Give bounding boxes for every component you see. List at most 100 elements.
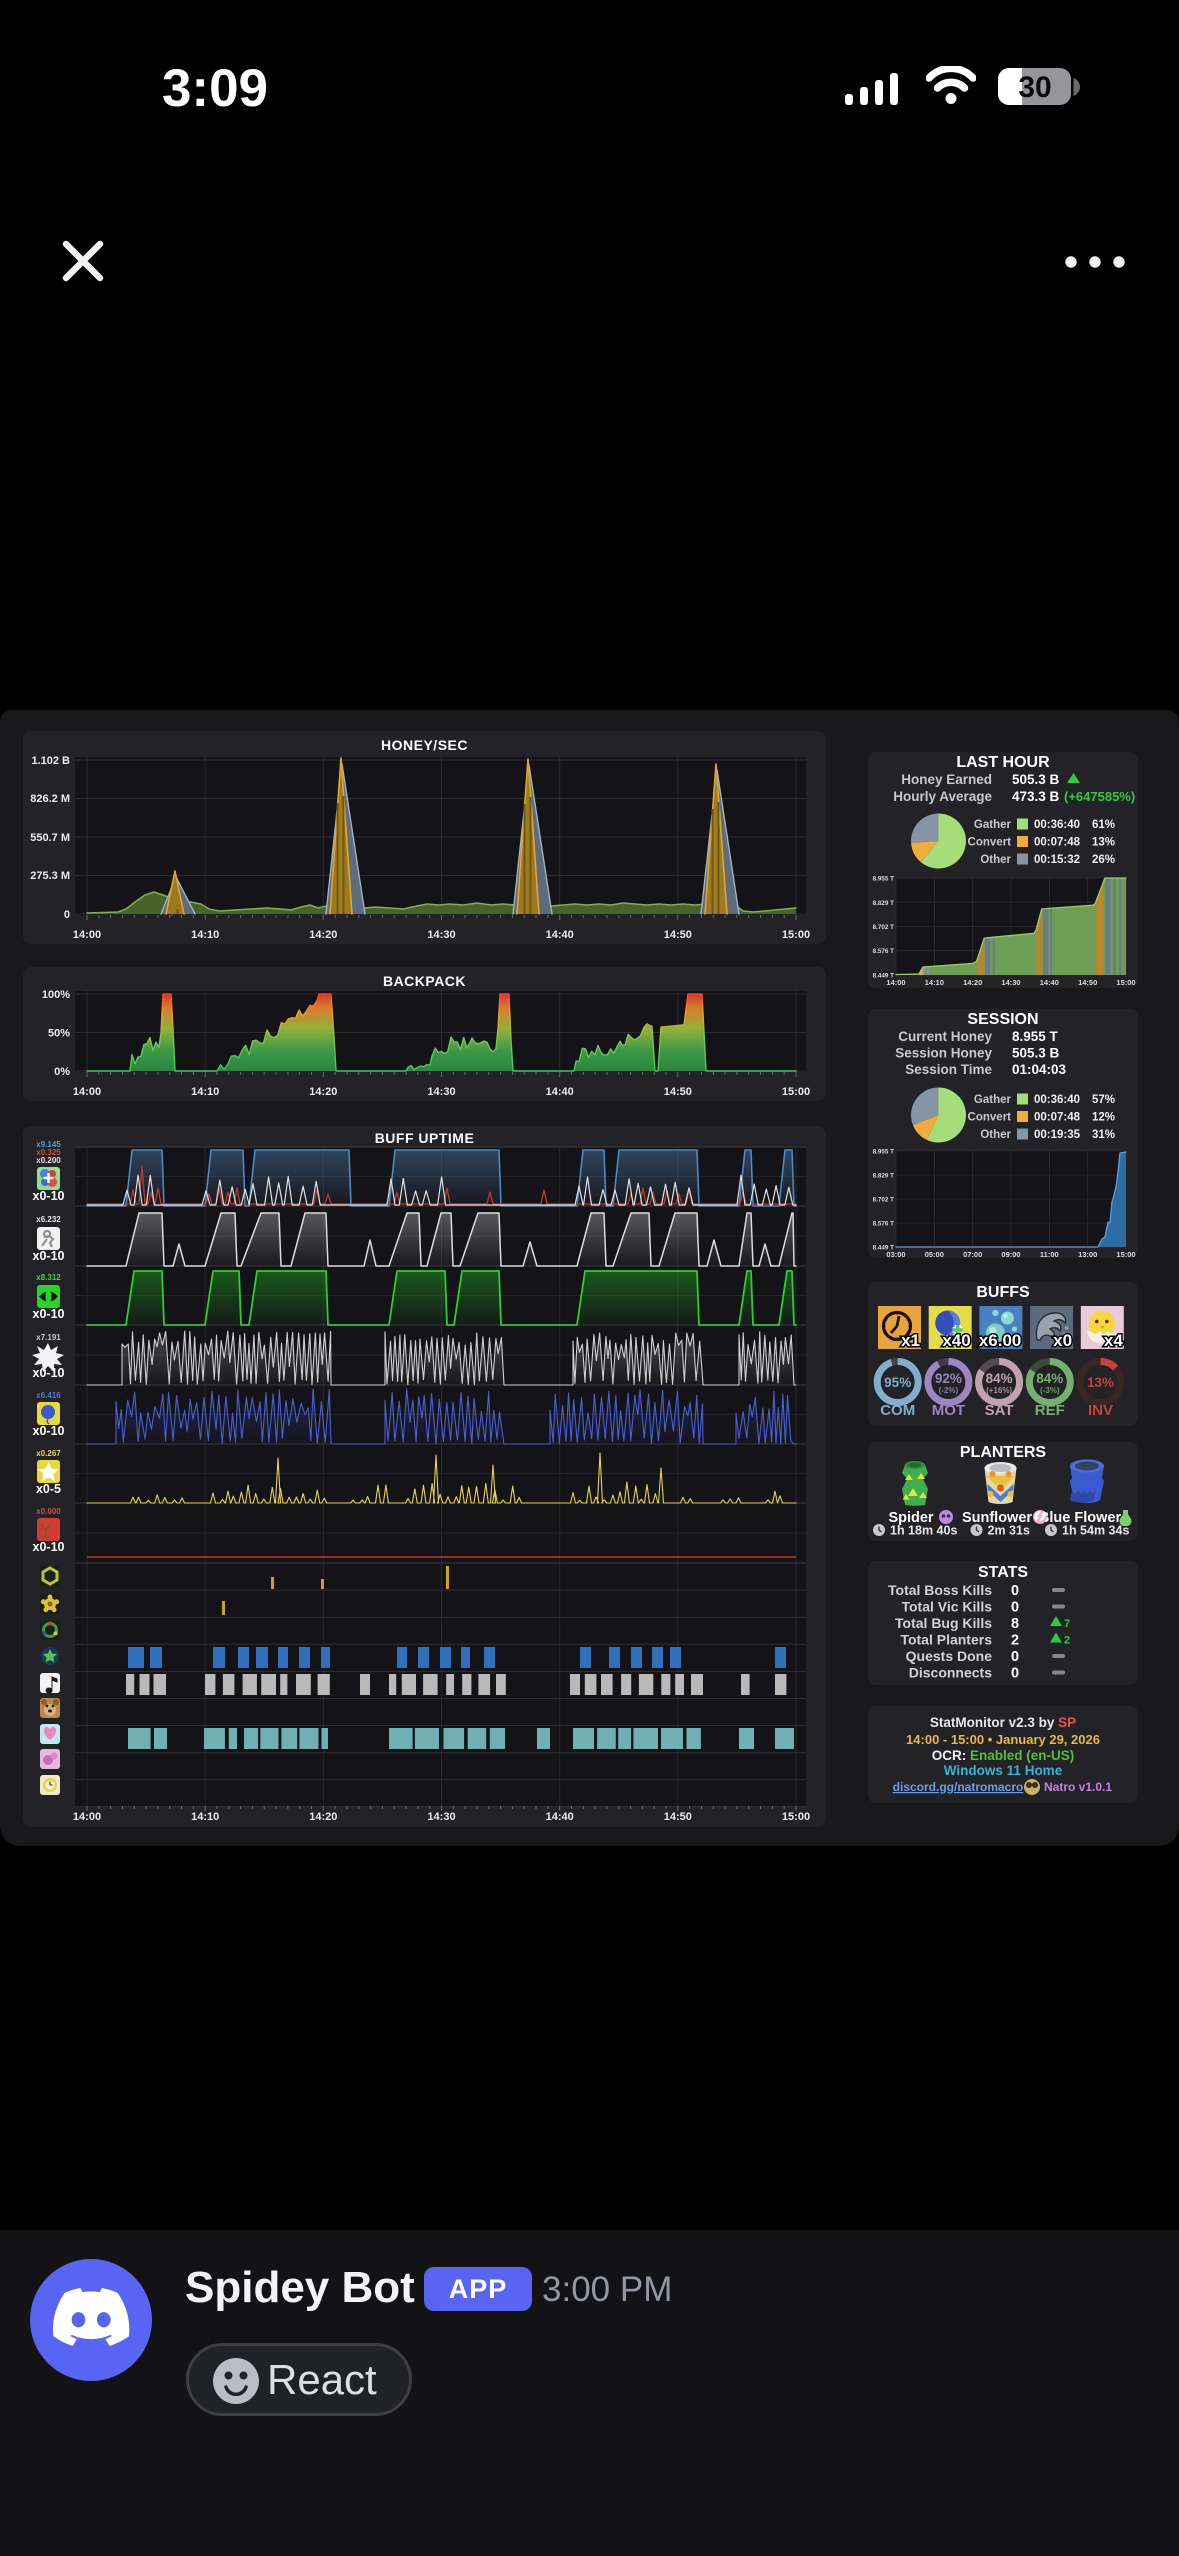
svg-text:Gather: Gather <box>974 1094 1012 1106</box>
svg-text:8.449 T: 8.449 T <box>873 1245 895 1252</box>
svg-text:26%: 26% <box>1092 854 1115 866</box>
svg-text:0%: 0% <box>54 1066 70 1078</box>
svg-text:8.576 T: 8.576 T <box>873 1221 895 1228</box>
svg-text:x0.267: x0.267 <box>36 1449 61 1458</box>
svg-text:Quests Done: Quests Done <box>906 1648 993 1664</box>
svg-text:14:30: 14:30 <box>1001 978 1020 987</box>
svg-text:x0-10: x0-10 <box>33 1366 65 1380</box>
svg-text:(-2%): (-2%) <box>939 1386 959 1395</box>
svg-text:14:30: 14:30 <box>427 1811 455 1823</box>
svg-text:14:40: 14:40 <box>546 929 574 941</box>
svg-text:09:00: 09:00 <box>1001 1250 1020 1258</box>
svg-text:14:40: 14:40 <box>546 1086 574 1098</box>
svg-text:x0-5: x0-5 <box>36 1482 61 1496</box>
svg-text:x0-10: x0-10 <box>33 1540 65 1554</box>
svg-text:15:00: 15:00 <box>1116 978 1135 987</box>
svg-text:8.576 T: 8.576 T <box>873 948 895 955</box>
svg-text:84%: 84% <box>986 1371 1013 1386</box>
svg-text:14:20: 14:20 <box>309 929 337 941</box>
svg-text:8.829 T: 8.829 T <box>873 900 895 907</box>
svg-text:LAST HOUR: LAST HOUR <box>956 754 1050 771</box>
svg-text:8: 8 <box>1011 1616 1019 1632</box>
svg-text:x4: x4 <box>1104 1331 1123 1350</box>
svg-text:00:07:48: 00:07:48 <box>1034 837 1081 849</box>
svg-text:MOT: MOT <box>932 1402 965 1419</box>
svg-text:x0-10: x0-10 <box>33 1424 65 1438</box>
svg-text:12%: 12% <box>1092 1112 1115 1124</box>
svg-text:14:00 - 15:00 • January 29, 20: 14:00 - 15:00 • January 29, 2026 <box>906 1732 1100 1747</box>
svg-text:x0.325: x0.325 <box>36 1148 61 1157</box>
svg-text:826.2 M: 826.2 M <box>30 793 70 805</box>
svg-text:14:50: 14:50 <box>1078 978 1097 987</box>
svg-text:8.955 T: 8.955 T <box>873 876 895 883</box>
svg-text:Total Planters: Total Planters <box>900 1632 992 1648</box>
svg-text:14:50: 14:50 <box>664 1811 692 1823</box>
svg-text:275.3 M: 275.3 M <box>30 870 70 882</box>
svg-text:x6.00: x6.00 <box>979 1331 1022 1350</box>
svg-text:Windows 11 Home: Windows 11 Home <box>944 1763 1063 1778</box>
svg-text:14:30: 14:30 <box>427 1086 455 1098</box>
svg-text:15:00: 15:00 <box>782 1086 810 1098</box>
svg-text:1h 54m 34s: 1h 54m 34s <box>1062 1524 1129 1538</box>
svg-text:15:00: 15:00 <box>782 929 810 941</box>
svg-text:(+16%): (+16%) <box>986 1386 1012 1395</box>
svg-text:30: 30 <box>1018 71 1051 104</box>
svg-text:Convert: Convert <box>968 1112 1012 1124</box>
svg-text:13%: 13% <box>1087 1375 1114 1390</box>
svg-text:x8.312: x8.312 <box>36 1273 61 1282</box>
svg-text:(-3%): (-3%) <box>1040 1386 1060 1395</box>
svg-text:OCR: Enabled (en-US): OCR: Enabled (en-US) <box>932 1748 1075 1763</box>
svg-text:Blue Flower: Blue Flower <box>1039 1510 1122 1526</box>
svg-text:7: 7 <box>1064 1618 1070 1630</box>
svg-text:Gather: Gather <box>974 819 1012 831</box>
svg-text:14:10: 14:10 <box>191 1811 219 1823</box>
svg-text:05:00: 05:00 <box>925 1250 944 1258</box>
svg-text:SAT: SAT <box>985 1402 1014 1419</box>
svg-text:00:07:48: 00:07:48 <box>1034 1112 1081 1124</box>
svg-text:Total Boss Kills: Total Boss Kills <box>888 1582 992 1598</box>
svg-text:00:36:40: 00:36:40 <box>1034 819 1080 831</box>
svg-text:Sunflower: Sunflower <box>962 1510 1032 1526</box>
svg-text:(+647585%): (+647585%) <box>1064 789 1135 804</box>
svg-text:01:04:03: 01:04:03 <box>1012 1062 1067 1077</box>
svg-text:100%: 100% <box>42 989 70 1001</box>
svg-text:1.102 B: 1.102 B <box>31 755 70 767</box>
svg-text:14:30: 14:30 <box>427 929 455 941</box>
svg-text:x40: x40 <box>942 1331 970 1350</box>
svg-text:INV: INV <box>1088 1402 1113 1419</box>
svg-text:13%: 13% <box>1092 837 1115 849</box>
svg-text:Spider: Spider <box>888 1510 933 1526</box>
svg-text:14:10: 14:10 <box>191 1086 219 1098</box>
svg-text:07:00: 07:00 <box>963 1250 982 1258</box>
svg-text:REF: REF <box>1035 1402 1065 1419</box>
svg-text:8.955 T: 8.955 T <box>873 1149 895 1156</box>
svg-text:Current Honey: Current Honey <box>898 1029 992 1044</box>
svg-text:8.702 T: 8.702 T <box>873 1197 895 1204</box>
svg-text:95%: 95% <box>884 1375 911 1390</box>
svg-text:2: 2 <box>1011 1633 1019 1649</box>
svg-text:14:20: 14:20 <box>963 978 982 987</box>
svg-text:0: 0 <box>1011 1666 1019 1682</box>
svg-text:1h 18m 40s: 1h 18m 40s <box>890 1524 957 1538</box>
svg-text:x9.145: x9.145 <box>36 1140 61 1149</box>
svg-text:92%: 92% <box>935 1371 962 1386</box>
svg-text:8.702 T: 8.702 T <box>873 924 895 931</box>
svg-text:14:00: 14:00 <box>886 978 905 987</box>
svg-text:STATS: STATS <box>978 1564 1028 1581</box>
svg-text:x0.200: x0.200 <box>36 1156 61 1165</box>
svg-text:0: 0 <box>1011 1583 1019 1599</box>
svg-text:StatMonitor v2.3 by SP: StatMonitor v2.3 by SP <box>930 1715 1076 1730</box>
svg-text:x0.000: x0.000 <box>36 1507 61 1516</box>
svg-text:PLANTERS: PLANTERS <box>960 1444 1047 1461</box>
svg-text:Honey Earned: Honey Earned <box>901 772 992 787</box>
svg-text:13:00: 13:00 <box>1078 1250 1097 1258</box>
svg-text:Natro v1.0.1: Natro v1.0.1 <box>1044 1780 1112 1794</box>
svg-text:14:00: 14:00 <box>73 1811 101 1823</box>
svg-text:Other: Other <box>980 1129 1011 1141</box>
svg-text:2m 31s: 2m 31s <box>988 1524 1030 1538</box>
svg-text:0: 0 <box>1011 1649 1019 1665</box>
svg-text:505.3 B: 505.3 B <box>1012 772 1060 787</box>
svg-text:0: 0 <box>1011 1600 1019 1616</box>
svg-text:14:40: 14:40 <box>1040 978 1059 987</box>
svg-text:x1: x1 <box>901 1331 920 1350</box>
